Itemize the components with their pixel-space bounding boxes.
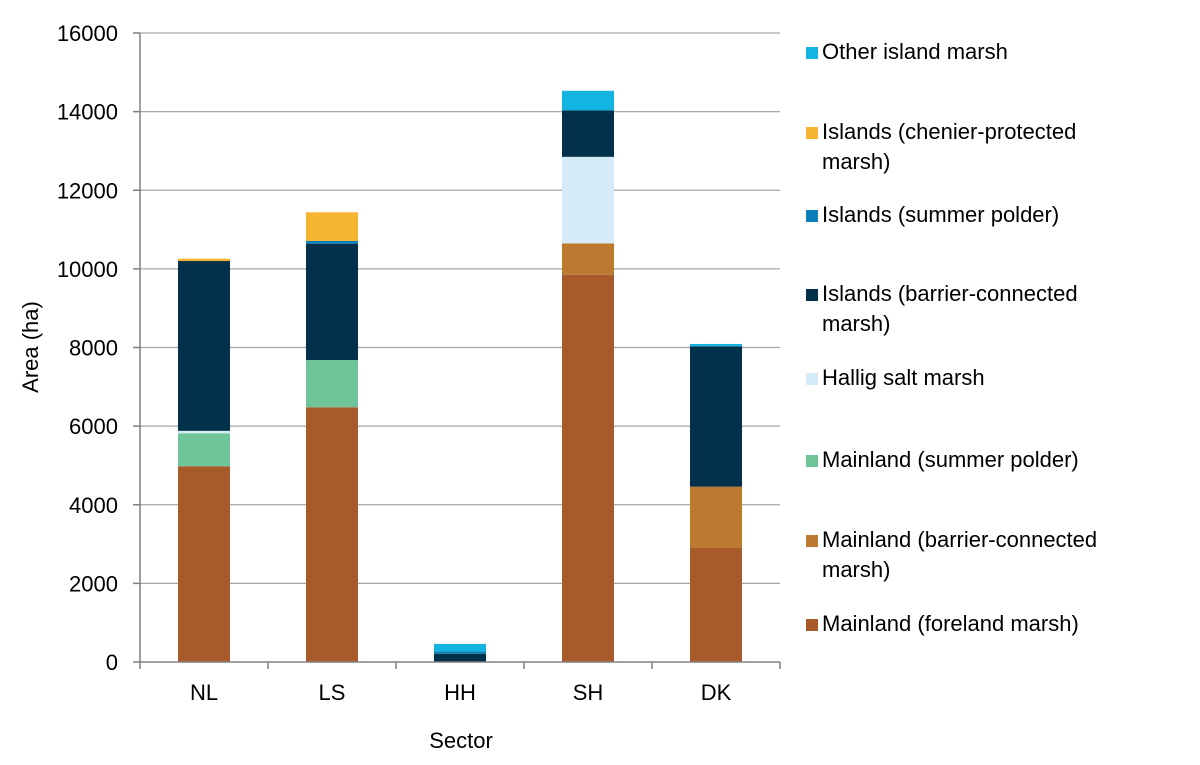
bar-segment bbox=[434, 653, 486, 662]
y-tick-label: 0 bbox=[106, 650, 118, 675]
bar-segment bbox=[306, 212, 358, 241]
legend-item: Mainland (foreland marsh) bbox=[806, 611, 1079, 636]
legend-label: Mainland (summer polder) bbox=[822, 447, 1079, 472]
legend-swatch bbox=[806, 535, 818, 547]
bar-segment bbox=[178, 261, 230, 431]
legend-label: Other island marsh bbox=[822, 39, 1008, 64]
y-tick-label: 8000 bbox=[69, 336, 118, 361]
bar-segment bbox=[562, 274, 614, 662]
bar-segment bbox=[690, 547, 742, 662]
bar-segment bbox=[178, 258, 230, 262]
bar-segment bbox=[690, 486, 742, 548]
legend-swatch bbox=[806, 127, 818, 139]
x-tick-label: LS bbox=[319, 680, 346, 705]
bar-segment bbox=[434, 651, 486, 654]
legend-label: Mainland (foreland marsh) bbox=[822, 611, 1079, 636]
legend-item: Mainland (summer polder) bbox=[806, 447, 1079, 472]
legend-swatch bbox=[806, 619, 818, 631]
x-tick-labels: NL LS HH SH DK bbox=[190, 680, 732, 705]
legend-swatch bbox=[806, 289, 818, 301]
legend-swatch bbox=[806, 373, 818, 385]
bar-segment bbox=[690, 343, 742, 347]
bar-segment bbox=[178, 466, 230, 662]
legend-item: Islands (chenier-protected marsh) bbox=[806, 119, 1076, 174]
y-tick-labels: 0 2000 4000 6000 8000 10000 12000 14000 16000 bbox=[57, 21, 118, 675]
legend-label: Hallig salt marsh bbox=[822, 365, 985, 390]
bar-segment bbox=[178, 430, 230, 434]
y-tick-label: 16000 bbox=[57, 21, 118, 46]
x-tick-label: HH bbox=[444, 680, 476, 705]
legend-item: Hallig salt marsh bbox=[806, 365, 985, 390]
legend-label: Islands (chenier-protected marsh) bbox=[822, 119, 1076, 174]
bar-segment bbox=[306, 360, 358, 408]
legend-item: Other island marsh bbox=[806, 39, 1008, 64]
bar-segment bbox=[306, 240, 358, 244]
legend-swatch bbox=[806, 455, 818, 467]
bar-segment bbox=[562, 110, 614, 157]
legend-label: Mainland (barrier-connected marsh) bbox=[822, 527, 1097, 582]
legend-item: Islands (summer polder) bbox=[806, 202, 1059, 227]
y-tick-label: 6000 bbox=[69, 414, 118, 439]
bar-segment bbox=[562, 90, 614, 111]
y-tick-label: 12000 bbox=[57, 178, 118, 203]
x-axis-title: Sector bbox=[429, 728, 493, 753]
legend-item: Islands (barrier-connected marsh) bbox=[806, 281, 1078, 336]
gridlines bbox=[140, 32, 780, 584]
bar-segment bbox=[562, 243, 614, 275]
bar-segment bbox=[306, 407, 358, 662]
y-tick-label: 2000 bbox=[69, 571, 118, 596]
y-axis-title: Area (ha) bbox=[18, 301, 43, 393]
bar-segment bbox=[562, 156, 614, 244]
bars bbox=[178, 90, 742, 662]
x-tick-label: DK bbox=[701, 680, 732, 705]
bar-segment bbox=[690, 346, 742, 487]
y-tick-label: 4000 bbox=[69, 493, 118, 518]
x-tick-label: SH bbox=[573, 680, 604, 705]
y-tick-label: 14000 bbox=[57, 100, 118, 125]
legend-item: Mainland (barrier-connected marsh) bbox=[806, 527, 1097, 582]
x-tick-label: NL bbox=[190, 680, 218, 705]
y-tick-label: 10000 bbox=[57, 257, 118, 282]
legend-swatch bbox=[806, 210, 818, 222]
bar-segment bbox=[178, 433, 230, 467]
bar-segment bbox=[306, 243, 358, 361]
legend-label: Islands (barrier-connected marsh) bbox=[822, 281, 1078, 336]
legend-label: Islands (summer polder) bbox=[822, 202, 1059, 227]
legend: Other island marsh Islands (chenier-prote… bbox=[806, 39, 1097, 636]
axes bbox=[133, 32, 781, 669]
legend-swatch bbox=[806, 47, 818, 59]
bar-segment bbox=[434, 643, 486, 652]
